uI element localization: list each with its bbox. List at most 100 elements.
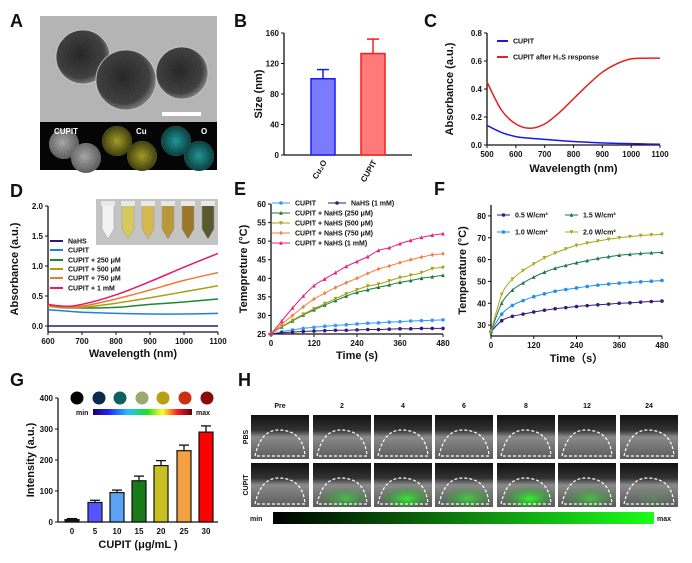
data-point bbox=[376, 282, 381, 287]
data-point bbox=[344, 280, 349, 285]
inset-photo-tubes bbox=[96, 199, 218, 245]
legend-marker bbox=[569, 212, 574, 217]
legend-label: CUPIT + 250 μM bbox=[68, 258, 121, 265]
series-line bbox=[47, 309, 219, 315]
data-point bbox=[531, 310, 536, 314]
image-tile bbox=[497, 463, 555, 507]
y-axis-label: Temperature (°C) bbox=[457, 226, 469, 315]
data-point bbox=[312, 296, 316, 302]
data-point bbox=[606, 302, 611, 306]
panel-f-temperature-chart: 30 40 50 60 70 80 0 120 240 360 480 Time（s） Temperat… bbox=[457, 205, 669, 365]
panel-label-e: E bbox=[234, 179, 246, 199]
data-point bbox=[333, 270, 338, 275]
tumor-outline bbox=[438, 477, 490, 505]
legend-marker bbox=[279, 210, 283, 215]
image-background bbox=[374, 415, 432, 459]
y-tick-label: 40 bbox=[257, 274, 266, 283]
data-point bbox=[419, 270, 424, 275]
data-point bbox=[660, 278, 664, 283]
data-point bbox=[365, 254, 370, 259]
y-tick-label: 2.0 bbox=[32, 202, 44, 211]
panel-label-c: C bbox=[424, 11, 437, 31]
y-axis-label: Size (nm) bbox=[253, 69, 265, 118]
column-label: Pre bbox=[274, 403, 285, 410]
y-tick-label: 40 bbox=[477, 299, 486, 308]
data-point bbox=[387, 263, 392, 269]
image-tile bbox=[374, 415, 432, 459]
color-swatch-dot bbox=[178, 391, 192, 405]
data-point bbox=[660, 299, 664, 303]
x-tick-label: 25 bbox=[180, 527, 189, 536]
data-point bbox=[344, 322, 349, 327]
x-tick-label: 700 bbox=[538, 150, 552, 159]
data-point bbox=[553, 306, 557, 311]
y-tick-label: 0.6 bbox=[471, 57, 483, 66]
data-point bbox=[553, 289, 557, 294]
legend-label: NaHS (1 mM) bbox=[351, 201, 394, 208]
series-line bbox=[47, 252, 219, 307]
image-background bbox=[251, 463, 309, 507]
x-axis-label: Wavelength (nm) bbox=[89, 348, 178, 360]
y-tick-label: 35 bbox=[257, 293, 266, 302]
data-point bbox=[408, 273, 413, 278]
image-background bbox=[251, 415, 309, 459]
tumor-outline bbox=[623, 429, 675, 457]
data-point bbox=[290, 313, 295, 318]
x-tick-label: 20 bbox=[157, 527, 166, 536]
data-point bbox=[387, 282, 392, 287]
data-point bbox=[499, 318, 504, 323]
data-point bbox=[301, 304, 306, 310]
series-5 bbox=[47, 252, 219, 307]
fluorescence-signal bbox=[378, 483, 430, 507]
legend-label: CUPIT after H₂S response bbox=[513, 55, 599, 62]
data-point bbox=[617, 281, 622, 285]
data-point bbox=[344, 292, 349, 297]
column-label: 12 bbox=[583, 403, 591, 410]
y-tick-label: 0.4 bbox=[471, 85, 483, 94]
x-tick-label: 0 bbox=[489, 341, 494, 350]
y-tick-label: 160 bbox=[266, 29, 280, 38]
data-point bbox=[408, 257, 413, 262]
panel-label-h: H bbox=[238, 370, 251, 390]
data-point bbox=[553, 251, 557, 256]
y-tick-label: 25 bbox=[257, 330, 266, 339]
data-point bbox=[333, 328, 338, 333]
x-tick-label: 120 bbox=[307, 339, 321, 348]
x-tick-label: 240 bbox=[570, 341, 584, 350]
data-point bbox=[649, 279, 654, 283]
data-point bbox=[585, 284, 589, 289]
tube-cap bbox=[101, 201, 115, 206]
legend-label: CUPIT + 500 μM bbox=[68, 267, 121, 274]
data-point bbox=[531, 294, 536, 299]
fluorescence-signal bbox=[624, 483, 676, 507]
data-point bbox=[499, 301, 504, 306]
bar-0 bbox=[64, 518, 80, 523]
y-tick-label: 60 bbox=[477, 256, 486, 265]
data-point bbox=[398, 319, 402, 324]
data-point bbox=[333, 323, 338, 328]
tube-cap bbox=[181, 201, 195, 206]
tube-cap bbox=[161, 201, 175, 206]
data-point bbox=[638, 251, 643, 256]
eds-particle bbox=[71, 143, 101, 173]
y-tick-label: 0 bbox=[275, 151, 280, 160]
x-tick-label: 240 bbox=[350, 339, 364, 348]
data-point bbox=[312, 283, 316, 288]
panel-c-absorbance-chart: 0.0 0.2 0.4 0.6 0.8 500 600 700 800 900 1000 1100 Wa… bbox=[444, 29, 669, 175]
panel-e-temperature-chart: 25 30 35 40 45 50 55 60 0 120 240 360 480 Time (s) Tem… bbox=[238, 200, 450, 362]
data-point bbox=[638, 233, 643, 238]
x-tick-label: 360 bbox=[393, 339, 407, 348]
y-tick-label: 0.0 bbox=[32, 322, 44, 331]
data-point bbox=[553, 266, 557, 271]
data-point bbox=[376, 321, 381, 325]
eds-label: Cu bbox=[136, 127, 147, 136]
bar-3 bbox=[131, 480, 147, 523]
data-point bbox=[617, 235, 622, 240]
data-point bbox=[521, 268, 525, 273]
panel-b-size-bar-chart: 0 40 80 120 160 Size (nm) Cu₂O CUPIT bbox=[253, 29, 412, 184]
tumor-outline bbox=[500, 429, 552, 457]
data-point bbox=[441, 231, 445, 236]
x-tick-label: 5 bbox=[93, 527, 98, 536]
